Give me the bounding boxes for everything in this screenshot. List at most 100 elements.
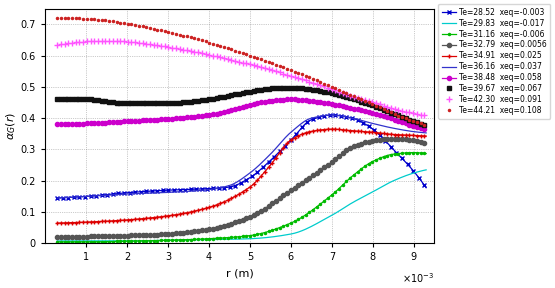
Te=29.83  xeq=-0.017 [423, 168, 430, 172]
Te=28.52  xeq=-0.003 [76, 195, 83, 199]
Te=36.16  xeq=0.037 [152, 191, 159, 195]
Te=31.16  xeq=-0.006 [152, 239, 159, 242]
Te=31.16  xeq=-0.006 [54, 240, 60, 244]
Line: Te=36.16  xeq=0.037: Te=36.16 xeq=0.037 [57, 115, 426, 198]
Te=36.16  xeq=0.037 [423, 131, 430, 134]
Te=42.30  xeq=0.091 [104, 39, 110, 42]
Te=32.79  xeq=0.0056 [423, 141, 430, 145]
Line: Te=32.79  xeq=0.0056: Te=32.79 xeq=0.0056 [55, 137, 428, 239]
Line: Te=38.48  xeq=0.058: Te=38.48 xeq=0.058 [55, 97, 428, 132]
Te=44.21  xeq=0.108 [152, 27, 159, 31]
Te=38.48  xeq=0.058 [123, 120, 129, 123]
Te=34.91  xeq=0.025 [123, 218, 129, 222]
Te=34.91  xeq=0.025 [76, 221, 83, 224]
Te=36.16  xeq=0.037 [393, 127, 400, 130]
Te=34.91  xeq=0.025 [54, 221, 60, 225]
Te=42.30  xeq=0.091 [423, 114, 430, 118]
Te=29.83  xeq=-0.017 [69, 239, 75, 243]
Te=39.67  xeq=0.067 [406, 118, 413, 121]
Te=28.52  xeq=-0.003 [328, 113, 335, 117]
Te=34.91  xeq=0.025 [406, 133, 413, 137]
Te=44.21  xeq=0.108 [69, 16, 75, 20]
Text: $\times 10^{-3}$: $\times 10^{-3}$ [402, 272, 435, 285]
Te=31.16  xeq=-0.006 [404, 151, 411, 155]
Te=29.83  xeq=-0.017 [123, 239, 129, 243]
Te=36.16  xeq=0.037 [69, 196, 75, 199]
Legend: Te=28.52  xeq=-0.003, Te=29.83  xeq=-0.017, Te=31.16  xeq=-0.006, Te=32.79  xeq=: Te=28.52 xeq=-0.003, Te=29.83 xeq=-0.017… [438, 4, 551, 119]
Line: Te=42.30  xeq=0.091: Te=42.30 xeq=0.091 [54, 38, 429, 118]
Te=36.16  xeq=0.037 [406, 129, 413, 133]
Te=36.16  xeq=0.037 [54, 196, 60, 200]
Te=36.16  xeq=0.037 [328, 113, 335, 117]
Te=38.48  xeq=0.058 [152, 118, 159, 121]
Te=32.79  xeq=0.0056 [390, 137, 396, 140]
Te=42.30  xeq=0.091 [54, 43, 60, 46]
X-axis label: r (m): r (m) [226, 268, 254, 278]
Te=34.91  xeq=0.025 [328, 127, 335, 131]
Line: Te=31.16  xeq=-0.006: Te=31.16 xeq=-0.006 [55, 151, 428, 244]
Te=32.79  xeq=0.0056 [69, 235, 75, 238]
Te=39.67  xeq=0.067 [423, 124, 430, 128]
Te=38.48  xeq=0.058 [76, 122, 83, 126]
Line: Te=44.21  xeq=0.108: Te=44.21 xeq=0.108 [55, 16, 428, 127]
Te=28.52  xeq=-0.003 [152, 189, 159, 193]
Te=34.91  xeq=0.025 [152, 216, 159, 219]
Te=36.16  xeq=0.037 [123, 192, 129, 196]
Te=44.21  xeq=0.108 [76, 17, 83, 20]
Te=44.21  xeq=0.108 [404, 118, 411, 121]
Te=38.48  xeq=0.058 [423, 128, 430, 132]
Te=36.16  xeq=0.037 [76, 195, 83, 198]
Te=29.83  xeq=-0.017 [391, 179, 398, 182]
Te=29.83  xeq=-0.017 [404, 173, 411, 177]
Te=38.48  xeq=0.058 [406, 123, 413, 126]
Te=34.91  xeq=0.025 [423, 134, 430, 138]
Y-axis label: $\alpha_G(r)$: $\alpha_G(r)$ [4, 112, 18, 140]
Te=39.67  xeq=0.067 [54, 98, 60, 101]
Te=38.48  xeq=0.058 [393, 118, 400, 122]
Te=44.21  xeq=0.108 [54, 16, 60, 20]
Te=39.67  xeq=0.067 [69, 97, 75, 101]
Te=42.30  xeq=0.091 [406, 111, 413, 114]
Te=32.79  xeq=0.0056 [406, 138, 413, 141]
Te=39.67  xeq=0.067 [393, 113, 400, 116]
Te=44.21  xeq=0.108 [123, 22, 129, 25]
Te=31.16  xeq=-0.006 [123, 240, 129, 243]
Te=32.79  xeq=0.0056 [76, 235, 83, 238]
Te=31.16  xeq=-0.006 [410, 151, 416, 154]
Te=38.48  xeq=0.058 [287, 98, 294, 101]
Te=42.30  xeq=0.091 [124, 40, 131, 43]
Te=38.48  xeq=0.058 [54, 123, 60, 126]
Line: Te=39.67  xeq=0.067: Te=39.67 xeq=0.067 [55, 86, 428, 128]
Te=28.52  xeq=-0.003 [406, 165, 413, 168]
Te=28.52  xeq=-0.003 [423, 186, 430, 190]
Te=31.16  xeq=-0.006 [391, 152, 398, 156]
Te=32.79  xeq=0.0056 [152, 233, 159, 236]
Te=29.83  xeq=-0.017 [76, 239, 83, 243]
Te=34.91  xeq=0.025 [393, 133, 400, 137]
Te=34.91  xeq=0.025 [69, 221, 75, 224]
Line: Te=28.52  xeq=-0.003: Te=28.52 xeq=-0.003 [55, 113, 428, 200]
Te=38.48  xeq=0.058 [69, 122, 75, 126]
Te=42.30  xeq=0.091 [393, 107, 400, 111]
Te=44.21  xeq=0.108 [423, 123, 430, 127]
Te=29.83  xeq=-0.017 [54, 239, 60, 243]
Te=42.30  xeq=0.091 [154, 43, 161, 47]
Te=31.16  xeq=-0.006 [69, 240, 75, 244]
Te=28.52  xeq=-0.003 [69, 196, 75, 199]
Te=32.79  xeq=0.0056 [54, 235, 60, 239]
Te=28.52  xeq=-0.003 [54, 196, 60, 200]
Te=42.30  xeq=0.091 [76, 40, 83, 44]
Te=39.67  xeq=0.067 [287, 86, 294, 89]
Te=39.67  xeq=0.067 [76, 97, 83, 101]
Te=32.79  xeq=0.0056 [123, 234, 129, 237]
Line: Te=34.91  xeq=0.025: Te=34.91 xeq=0.025 [55, 127, 428, 225]
Te=31.16  xeq=-0.006 [423, 152, 430, 155]
Te=28.52  xeq=-0.003 [393, 151, 400, 154]
Te=31.16  xeq=-0.006 [76, 240, 83, 244]
Te=44.21  xeq=0.108 [391, 112, 398, 116]
Line: Te=29.83  xeq=-0.017: Te=29.83 xeq=-0.017 [57, 170, 426, 241]
Te=32.79  xeq=0.0056 [393, 137, 400, 140]
Te=42.30  xeq=0.091 [69, 41, 75, 44]
Te=29.83  xeq=-0.017 [152, 239, 159, 242]
Te=28.52  xeq=-0.003 [123, 191, 129, 194]
